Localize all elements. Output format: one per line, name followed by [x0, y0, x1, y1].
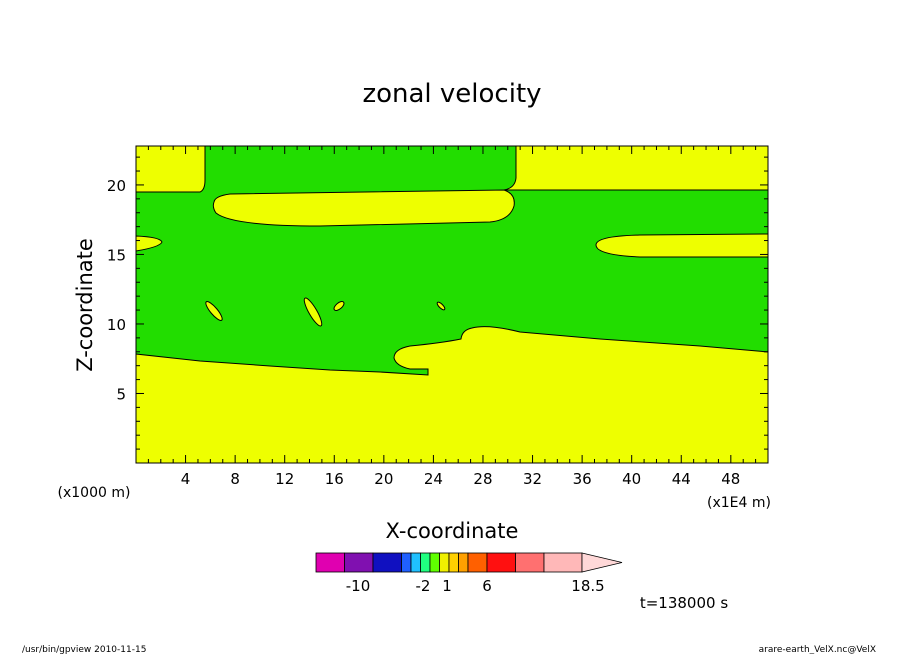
- x-axis-label: X-coordinate: [386, 519, 519, 543]
- colorbar-label: 18.5: [571, 577, 604, 595]
- colorbar-swatch: [467, 552, 488, 573]
- x-unit-right: (x1E4 m): [707, 495, 771, 511]
- y-tick-label: 10: [107, 316, 126, 334]
- x-tick-label: 24: [424, 470, 443, 488]
- contour-island-left-edge: [135, 235, 163, 252]
- colorbar-swatch: [543, 552, 583, 573]
- y-axis-label: Z-coordinate: [73, 238, 97, 372]
- colorbar-swatch: [458, 552, 469, 573]
- colorbar-swatch: [515, 552, 545, 573]
- colorbar-swatch: [429, 552, 440, 573]
- y-tick-label: 5: [116, 385, 126, 403]
- colorbar-label: 1: [442, 577, 452, 595]
- colorbar: [315, 552, 623, 573]
- colorbar-swatch: [448, 552, 459, 573]
- footer-right: arare-earth_VelX.nc@VelX: [759, 645, 876, 654]
- colorbar-label: 6: [482, 577, 492, 595]
- x-tick-label: 12: [275, 470, 294, 488]
- y-tick-label: 15: [107, 246, 126, 264]
- x-tick-label: 28: [473, 470, 492, 488]
- contour-island-small-3: [333, 301, 345, 311]
- x-tick-label: 44: [672, 470, 691, 488]
- colorbar-swatch: [486, 552, 516, 573]
- x-tick-label: 32: [523, 470, 542, 488]
- colorbar-swatch: [401, 552, 412, 573]
- contour-island-right: [595, 233, 769, 258]
- x-tick-label: 40: [622, 470, 641, 488]
- colorbar-swatch: [372, 552, 402, 573]
- x-tick-label: 20: [374, 470, 393, 488]
- x-tick-label: 16: [325, 470, 344, 488]
- x-tick-label: 36: [573, 470, 592, 488]
- colorbar-swatch: [315, 552, 345, 573]
- contour-island-small-2: [303, 297, 323, 327]
- x-tick-label: 4: [181, 470, 191, 488]
- colorbar-swatch: [344, 552, 374, 573]
- x-ticks: 4 8 12 16 20 24 28 32 36 40 44 48: [147, 146, 769, 488]
- y-tick-label: 20: [107, 177, 126, 195]
- contour-island-small-1: [205, 301, 223, 321]
- colorbar-swatch: [439, 552, 450, 573]
- colorbar-extend-arrow: [581, 552, 623, 573]
- contour-island-upper: [212, 189, 515, 227]
- plot-frame: [135, 145, 769, 464]
- colorbar-label: -10: [346, 577, 371, 595]
- colorbar-labels: -10 -2 1 6 18.5: [346, 577, 605, 595]
- contour-island-small-4: [436, 301, 446, 311]
- time-label: t=138000 s: [640, 594, 728, 612]
- x-tick-label: 48: [721, 470, 740, 488]
- colorbar-label: -2: [416, 577, 431, 595]
- x-unit-left: (x1000 m): [58, 485, 131, 501]
- y-ticks: 5 10 15 20: [107, 156, 768, 450]
- contour-islands: [135, 189, 769, 327]
- colorbar-swatch: [410, 552, 421, 573]
- footer-left: /usr/bin/gpview 2010-11-15: [22, 645, 146, 654]
- colorbar-swatch: [420, 552, 431, 573]
- x-tick-label: 8: [230, 470, 240, 488]
- chart-title: zonal velocity: [362, 79, 541, 109]
